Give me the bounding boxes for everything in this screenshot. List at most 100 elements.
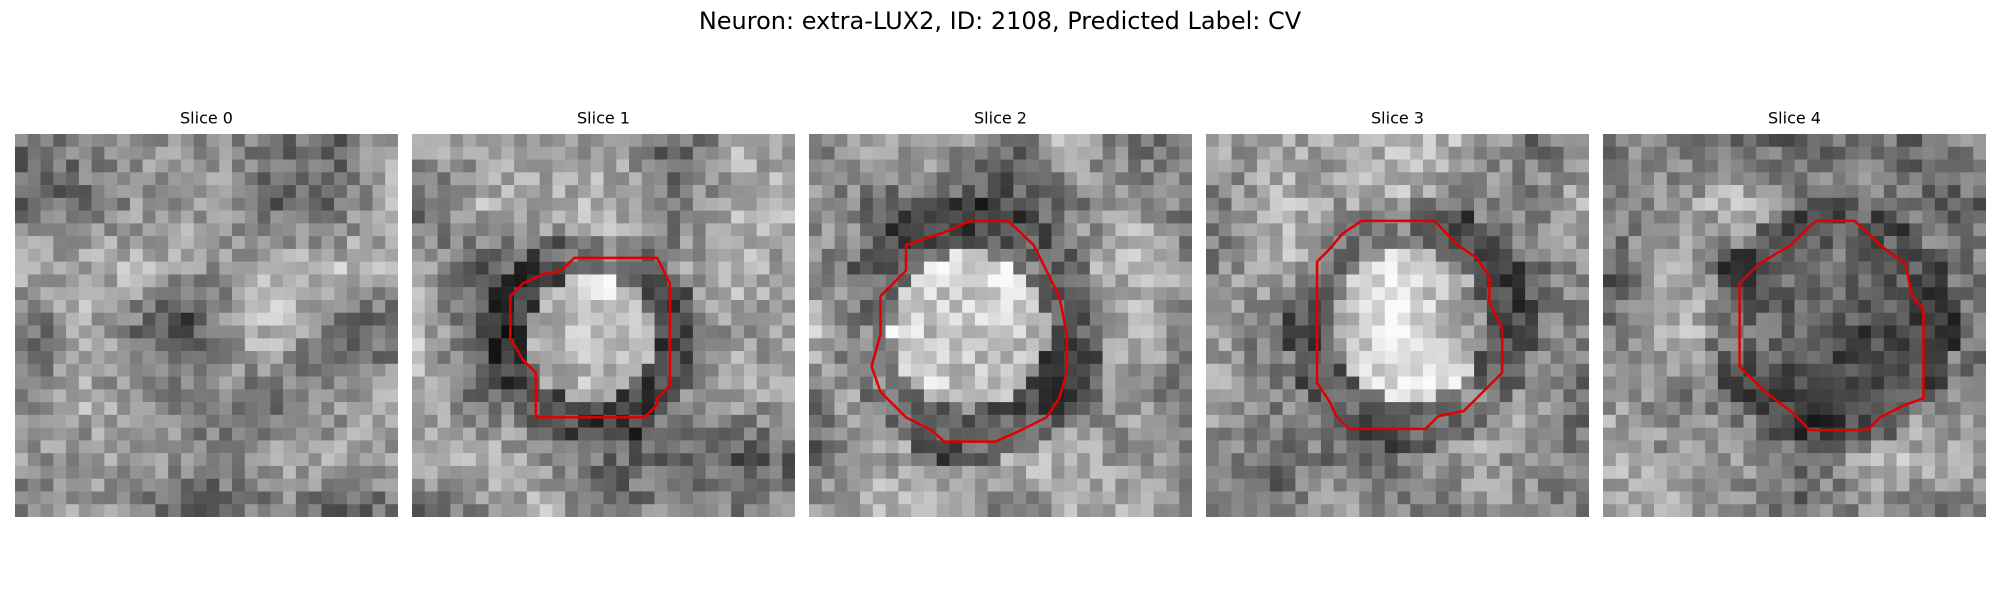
pixel (206, 197, 220, 211)
pixel (1768, 223, 1782, 237)
pixel (1013, 197, 1027, 211)
pixel (1512, 197, 1526, 211)
pixel (321, 312, 335, 326)
pixel (1000, 440, 1014, 454)
pixel (680, 261, 694, 275)
pixel (821, 172, 835, 186)
pixel (412, 465, 426, 479)
pixel (809, 197, 823, 211)
pixel (552, 146, 566, 160)
pixel (1628, 248, 1642, 262)
pixel (692, 414, 706, 428)
pixel (885, 223, 899, 237)
pixel (769, 478, 783, 492)
pixel (232, 172, 246, 186)
pixel (1140, 185, 1154, 199)
pixel (1346, 210, 1360, 224)
pixel (1026, 185, 1040, 199)
pixel (346, 440, 360, 454)
pixel (1563, 453, 1577, 467)
pixel (1371, 338, 1385, 352)
pixel (1781, 414, 1795, 428)
pixel (424, 146, 438, 160)
pixel (1218, 402, 1232, 416)
pixel (654, 185, 668, 199)
pixel (78, 299, 92, 313)
pixel (1550, 197, 1564, 211)
pixel (1858, 248, 1872, 262)
pixel (1320, 223, 1334, 237)
pixel (1730, 440, 1744, 454)
pixel (1269, 134, 1283, 148)
pixel (936, 351, 950, 365)
pixel (1128, 389, 1142, 403)
pixel (40, 261, 54, 275)
pixel (1448, 414, 1462, 428)
pixel (1231, 299, 1245, 313)
pixel (1244, 134, 1258, 148)
pixel (847, 478, 861, 492)
pixel (180, 210, 194, 224)
pixel (1768, 287, 1782, 301)
pixel (1628, 185, 1642, 199)
pixel (155, 363, 169, 377)
pixel (743, 427, 757, 441)
pixel (1166, 351, 1180, 365)
pixel (872, 261, 886, 275)
pixel (743, 159, 757, 173)
pixel (129, 312, 143, 326)
pixel (53, 299, 67, 313)
pixel (1858, 287, 1872, 301)
pixel (1666, 325, 1680, 339)
pixel (15, 223, 29, 237)
pixel (603, 210, 617, 224)
pixel (718, 185, 732, 199)
pixel (1576, 325, 1589, 339)
pixel (923, 223, 937, 237)
pixel (1512, 299, 1526, 313)
pixel (1384, 223, 1398, 237)
pixel (1359, 465, 1373, 479)
pixel (1820, 248, 1834, 262)
pixel (104, 172, 118, 186)
pixel (1692, 427, 1706, 441)
pixel (1102, 376, 1116, 390)
pixel (412, 504, 426, 517)
pixel (1397, 376, 1411, 390)
pixel (1807, 338, 1821, 352)
pixel (1448, 134, 1462, 148)
pixel (1550, 236, 1564, 250)
pixel (1166, 299, 1180, 313)
pixel (718, 478, 732, 492)
pixel (244, 172, 258, 186)
pixel (514, 478, 528, 492)
pixel (1410, 465, 1424, 479)
pixel (1474, 197, 1488, 211)
pixel (104, 159, 118, 173)
pixel (1179, 389, 1192, 403)
pixel (1257, 223, 1271, 237)
pixel (1308, 299, 1322, 313)
pixel (1781, 465, 1795, 479)
pixel (1384, 299, 1398, 313)
pixel (872, 236, 886, 250)
pixel (1845, 274, 1859, 288)
pixel (1537, 363, 1551, 377)
pixel (1153, 376, 1167, 390)
pixel (1654, 389, 1668, 403)
pixel (1922, 504, 1936, 517)
pixel (680, 363, 694, 377)
pixel (1089, 146, 1103, 160)
pixel (1717, 363, 1731, 377)
pixel (1231, 363, 1245, 377)
pixel (1781, 134, 1795, 148)
pixel (117, 363, 131, 377)
pixel (385, 376, 398, 390)
pixel (1871, 197, 1885, 211)
pixel (15, 146, 29, 160)
pixel (295, 172, 309, 186)
pixel (1499, 197, 1513, 211)
pixel (40, 453, 54, 467)
pixel (629, 274, 643, 288)
pixel (53, 338, 67, 352)
